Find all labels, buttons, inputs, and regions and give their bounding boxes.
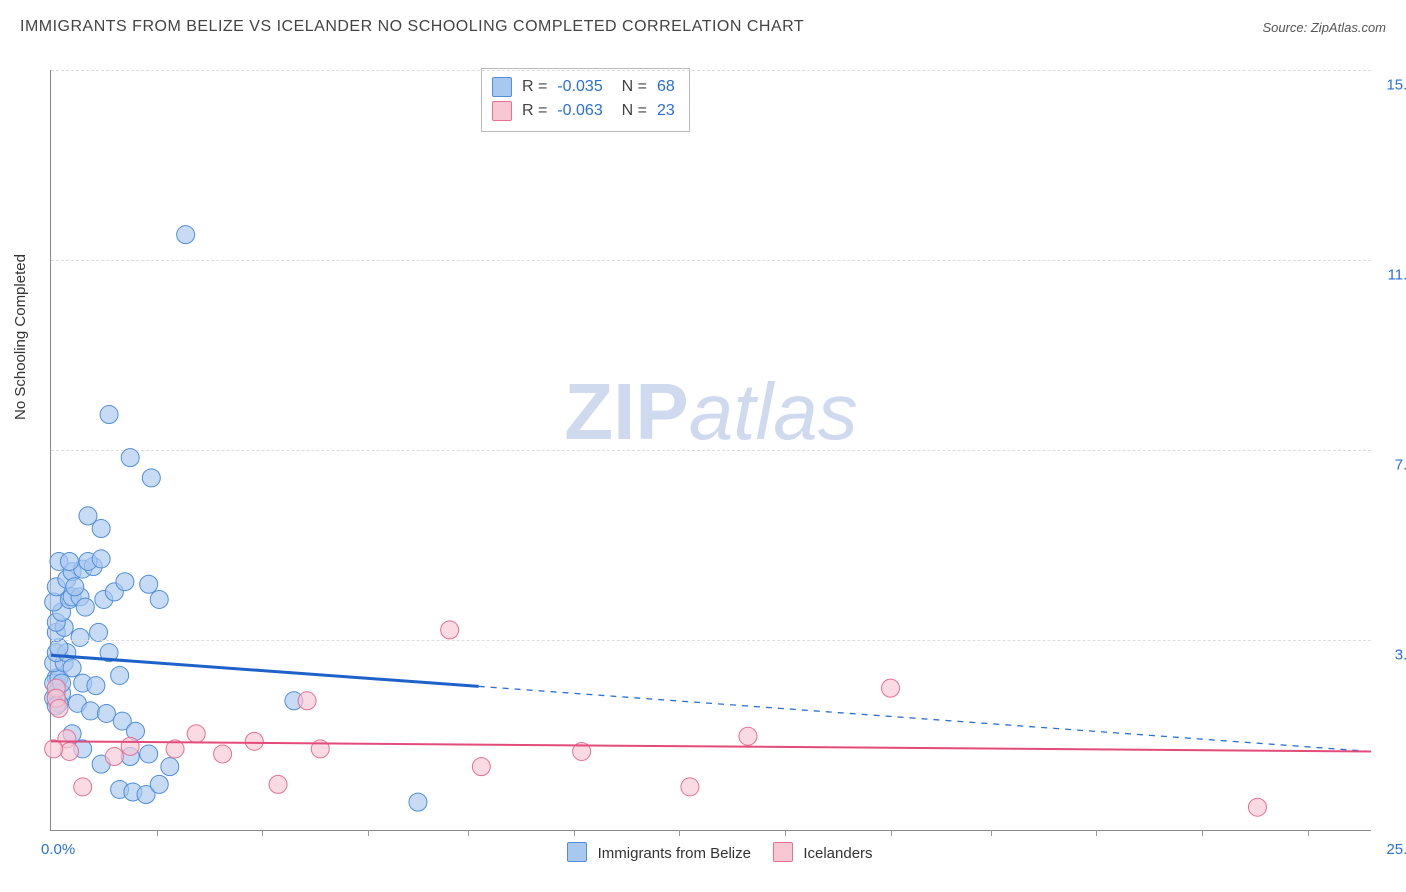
data-point: [269, 775, 287, 793]
y-tick-label: 15.0%: [1379, 77, 1406, 94]
x-tick: [991, 830, 992, 836]
data-point: [45, 740, 63, 758]
legend-n-value-1: 23: [657, 99, 675, 123]
data-point: [298, 692, 316, 710]
data-point: [97, 704, 115, 722]
data-point: [142, 469, 160, 487]
data-point: [121, 737, 139, 755]
data-point: [82, 702, 100, 720]
source-attribution: Source: ZipAtlas.com: [1262, 20, 1386, 35]
x-tick: [1308, 830, 1309, 836]
data-point: [87, 677, 105, 695]
data-point: [116, 573, 134, 591]
legend-n-label-0: N =: [613, 75, 647, 99]
legend-r-label-1: R =: [522, 99, 547, 123]
data-point: [76, 598, 94, 616]
x-tick: [1096, 830, 1097, 836]
x-tick: [891, 830, 892, 836]
legend-r-value-1: -0.063: [557, 99, 602, 123]
data-point: [1248, 798, 1266, 816]
legend-r-value-0: -0.035: [557, 75, 602, 99]
data-point: [50, 699, 68, 717]
data-point: [60, 552, 78, 570]
series-swatch-1: [773, 842, 793, 862]
trendline-dashed: [479, 686, 1371, 751]
y-tick-label: 11.2%: [1379, 267, 1406, 284]
data-point: [245, 732, 263, 750]
data-point: [214, 745, 232, 763]
data-point: [140, 745, 158, 763]
x-tick: [262, 830, 263, 836]
legend-n-value-0: 68: [657, 75, 675, 99]
y-tick-label: 7.5%: [1379, 457, 1406, 474]
data-point: [150, 590, 168, 608]
x-tick: [468, 830, 469, 836]
data-point: [71, 628, 89, 646]
series-swatch-0: [567, 842, 587, 862]
data-point: [882, 679, 900, 697]
data-point: [60, 742, 78, 760]
x-tick: [574, 830, 575, 836]
data-point: [121, 449, 139, 467]
data-point: [111, 666, 129, 684]
data-point: [187, 725, 205, 743]
legend-swatch-1: [492, 101, 512, 121]
data-point: [409, 793, 427, 811]
data-point: [739, 727, 757, 745]
gridline: [51, 260, 1371, 261]
data-point: [177, 226, 195, 244]
x-tick: [785, 830, 786, 836]
data-point: [105, 748, 123, 766]
data-point: [150, 775, 168, 793]
correlation-row-1: R = -0.063 N = 23: [492, 99, 675, 123]
correlation-row-0: R = -0.035 N = 68: [492, 75, 675, 99]
chart-header: IMMIGRANTS FROM BELIZE VS ICELANDER NO S…: [20, 18, 1386, 48]
data-point: [161, 758, 179, 776]
x-tick: [1202, 830, 1203, 836]
correlation-legend: R = -0.035 N = 68 R = -0.063 N = 23: [481, 68, 690, 132]
chart-title: IMMIGRANTS FROM BELIZE VS ICELANDER NO S…: [20, 18, 804, 35]
y-tick-label: 3.8%: [1379, 647, 1406, 664]
plot-area: ZIPatlas R = -0.035 N = 68 R = -0.063 N …: [50, 70, 1371, 831]
series-label-1: Icelanders: [803, 845, 872, 862]
x-tick: [679, 830, 680, 836]
data-point: [74, 778, 92, 796]
data-point: [100, 406, 118, 424]
data-point: [63, 659, 81, 677]
legend-swatch-0: [492, 77, 512, 97]
gridline: [51, 640, 1371, 641]
data-point: [79, 507, 97, 525]
data-point: [681, 778, 699, 796]
data-point: [140, 575, 158, 593]
data-point: [90, 623, 108, 641]
y-axis-label: No Schooling Completed: [12, 254, 29, 420]
data-point: [66, 578, 84, 596]
data-point: [441, 621, 459, 639]
data-point: [472, 758, 490, 776]
series-label-0: Immigrants from Belize: [598, 845, 751, 862]
data-point: [92, 550, 110, 568]
x-tick: [157, 830, 158, 836]
gridline: [51, 450, 1371, 451]
x-tick: [368, 830, 369, 836]
series-legend: Immigrants from Belize Icelanders: [51, 842, 1371, 862]
legend-r-label-0: R =: [522, 75, 547, 99]
legend-n-label-1: N =: [613, 99, 647, 123]
x-max-label: 25.0%: [1386, 841, 1406, 858]
gridline: [51, 70, 1371, 71]
